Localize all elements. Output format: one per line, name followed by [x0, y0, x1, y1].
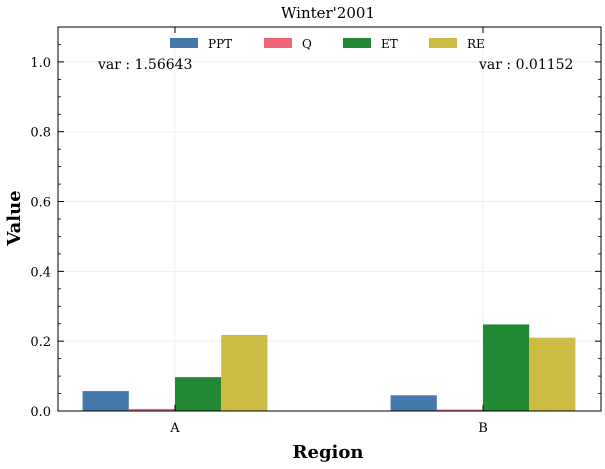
chart-title: Winter'2001: [281, 4, 375, 22]
bar-re-b: [529, 337, 576, 411]
bar-re-a: [221, 334, 268, 411]
grid: [58, 27, 601, 411]
y-tick-label: 0.2: [30, 335, 51, 350]
x-axis-label: Region: [293, 442, 364, 463]
bars: [82, 324, 576, 411]
bar-ppt-a: [82, 391, 129, 411]
x-tick-label-b: B: [478, 421, 488, 436]
legend: PPT Q ET RE: [170, 37, 485, 51]
bar-q-b: [436, 409, 483, 411]
bar-et-a: [175, 377, 222, 411]
bar-q-a: [128, 408, 175, 411]
y-tick-label: 0.8: [30, 126, 51, 141]
legend-label-ppt: PPT: [208, 37, 232, 51]
y-tick-label: 1.0: [30, 56, 51, 71]
legend-swatch-et: [343, 38, 371, 48]
legend-swatch-q: [264, 38, 292, 48]
legend-label-et: ET: [381, 37, 398, 51]
y-tick-label: 0.6: [30, 196, 51, 211]
annotation-a: var : 1.56643: [97, 57, 192, 73]
legend-label-q: Q: [302, 37, 312, 51]
annotation-b: var : 0.01152: [478, 57, 573, 73]
y-tick-label: 0.4: [30, 265, 51, 280]
legend-swatch-re: [429, 38, 457, 48]
y-axis-label: Value: [4, 190, 25, 246]
bar-ppt-b: [390, 395, 437, 411]
legend-label-re: RE: [467, 37, 485, 51]
legend-swatch-ppt: [170, 38, 198, 48]
y-tick-label: 0.0: [30, 405, 51, 420]
x-tick-label-a: A: [169, 421, 180, 436]
bar-et-b: [483, 324, 530, 411]
axis-ticks: 0.0 0.2 0.4 0.6 0.8 1.0 A B: [30, 27, 601, 436]
